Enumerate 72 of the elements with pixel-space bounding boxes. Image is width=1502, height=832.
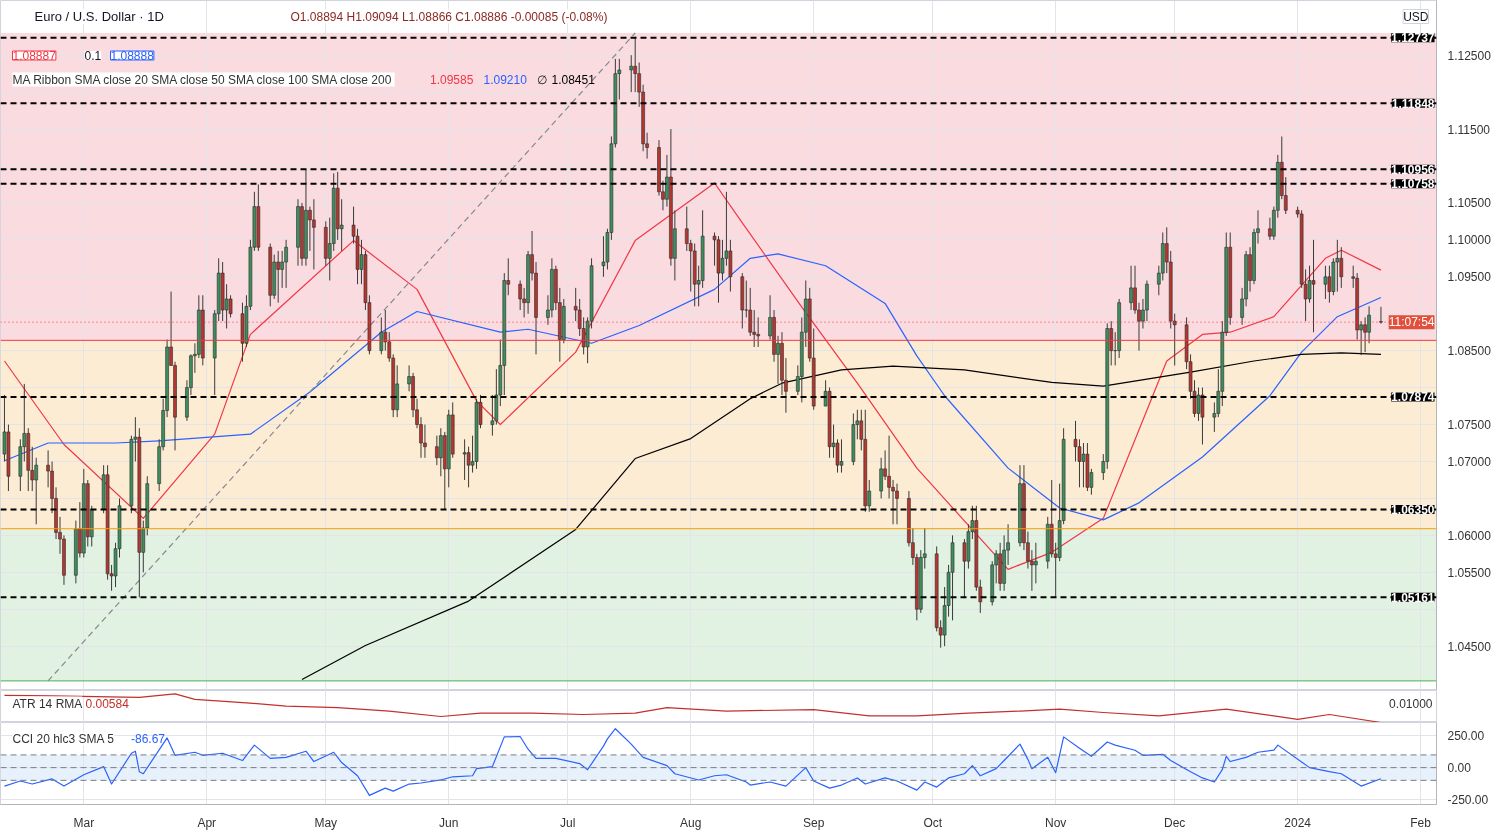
candlestick <box>1200 387 1205 445</box>
text: CCI 20 hlc3 SMA 5 <box>12 731 115 746</box>
ref-line-label: 1.10758 <box>1391 177 1435 192</box>
candlestick <box>839 438 844 474</box>
x-tick-label: Apr <box>197 815 217 830</box>
candlestick <box>312 198 316 270</box>
y-tick-label: 1.10500 <box>1447 196 1492 211</box>
ref-line-label: 1.11848 <box>1391 96 1435 111</box>
annotation: 1.09210 <box>483 73 528 87</box>
candlestick <box>1196 387 1201 422</box>
candlestick <box>1363 316 1367 353</box>
annotation: MA Ribbon SMA close 20 SMA close 50 SMA close 100 SMA close 200 <box>12 72 392 87</box>
ref-line-label: 1.05161 <box>1391 590 1435 605</box>
x-tick-label: Oct <box>923 815 943 830</box>
y-tick-label: 1.07500 <box>1447 418 1492 433</box>
y-tick-label: 1.04500 <box>1447 639 1492 654</box>
ref-line-label: 1.10956 <box>1391 162 1435 177</box>
x-tick-label: Mar <box>73 815 95 830</box>
x-tick-label: Sep <box>803 815 825 830</box>
annotation: -86.67 <box>131 732 166 746</box>
annotation: USD <box>1403 9 1429 24</box>
candlestick <box>1379 306 1383 325</box>
y-tick-label: 1.07000 <box>1447 454 1492 469</box>
y-tick-label: 0.00 <box>1447 761 1472 776</box>
candlestick <box>895 483 899 525</box>
annotation: 1.09585 <box>430 73 474 87</box>
y-tick-label: 250.00 <box>1447 729 1485 744</box>
candlestick <box>633 36 637 93</box>
x-tick-label: Aug <box>680 815 702 830</box>
chart-title: ATR 14 RMA <box>12 696 83 711</box>
candlestick <box>1335 239 1340 293</box>
candlestick <box>276 250 280 304</box>
annotation: 0.01000 <box>1389 697 1433 711</box>
candlestick <box>435 435 439 466</box>
y-tick-label: 1.11500 <box>1447 122 1491 137</box>
line-series <box>3 728 1382 796</box>
candlestick <box>1034 542 1038 584</box>
candlestick <box>379 316 384 355</box>
candlestick <box>1311 239 1316 333</box>
ref-line-label: 1.07874 <box>1391 390 1435 405</box>
annotation: 0.00584 <box>85 697 130 711</box>
x-tick-label: May <box>314 815 338 830</box>
annotation: 11:07:54 <box>1388 315 1435 330</box>
candlestick <box>284 239 288 289</box>
annotation: 0.1 <box>84 49 102 63</box>
line-series <box>3 253 1382 521</box>
y-tick-label: 1.05500 <box>1447 565 1492 580</box>
candlestick <box>1327 265 1332 304</box>
candlestick <box>1129 265 1133 311</box>
y-tick-label: 1.09500 <box>1447 270 1492 285</box>
x-tick-label: Feb <box>1410 815 1432 830</box>
x-tick-label: Jun <box>439 815 459 830</box>
annotation: ∅ <box>537 72 547 87</box>
x-tick-label: Nov <box>1045 815 1067 830</box>
candlestick <box>1323 265 1328 300</box>
x-tick-label: Dec <box>1164 815 1186 830</box>
y-tick-label: 1.08500 <box>1447 344 1492 359</box>
candlestick <box>629 54 634 93</box>
annotation: O1.08894 H1.09094 L1.08866 C1.08886 -0.00085 (-0.08%) <box>290 9 608 24</box>
y-tick-label: -250.00 <box>1447 792 1489 807</box>
x-tick-label: Jul <box>560 815 576 830</box>
candlestick <box>462 438 467 481</box>
y-tick-label: 1.10000 <box>1447 233 1492 248</box>
y-tick-label: 1.06000 <box>1447 528 1492 543</box>
text: Euro / U.S. Dollar · 1D <box>34 9 164 24</box>
y-tick-label: 1.12500 <box>1447 48 1492 63</box>
annotation: 1.08451 <box>551 73 596 87</box>
ref-line-label: 1.06350 <box>1391 503 1435 517</box>
candlestick <box>1081 442 1086 488</box>
x-tick-label: 2024 <box>1284 815 1312 830</box>
candlestick <box>439 427 443 477</box>
ref-line-label: 1.12737 <box>1391 31 1435 46</box>
